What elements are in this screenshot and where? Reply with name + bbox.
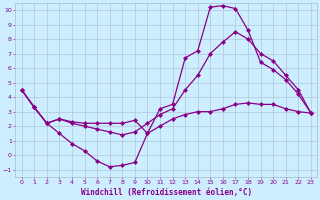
X-axis label: Windchill (Refroidissement éolien,°C): Windchill (Refroidissement éolien,°C) bbox=[81, 188, 252, 197]
